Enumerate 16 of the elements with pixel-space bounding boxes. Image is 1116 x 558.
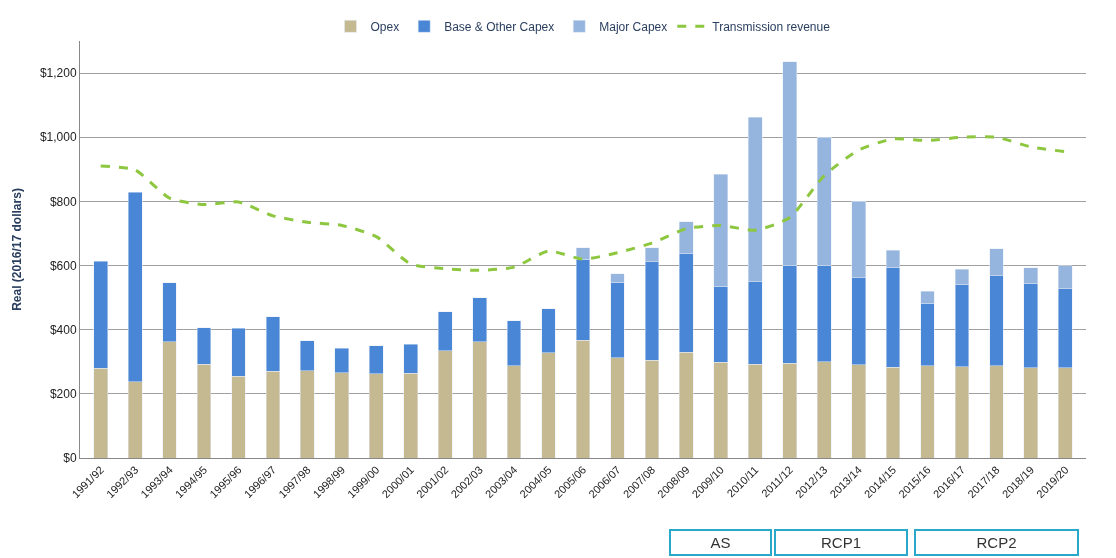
legend-label: Transmission revenue [712,19,831,34]
y-tick-label: $0 [63,451,77,466]
y-tick-label: $400 [49,322,77,337]
text: AS [710,534,731,551]
legend-label: Major Capex [599,19,668,34]
text: RCP1 [820,534,862,551]
y-tick-label: $200 [49,387,77,402]
y-tick-label: $600 [49,258,77,273]
y-tick-label: $1,000 [39,130,77,145]
legend-label: Opex [370,19,400,34]
y-tick-label: $1,200 [39,66,77,81]
text: RCP2 [976,534,1017,551]
y-axis-title: Real (2016/17 dollars) [10,188,25,311]
y-tick-label: $800 [49,194,77,209]
line-series [99,135,1067,272]
legend-label: Base & Other Capex [444,19,555,34]
